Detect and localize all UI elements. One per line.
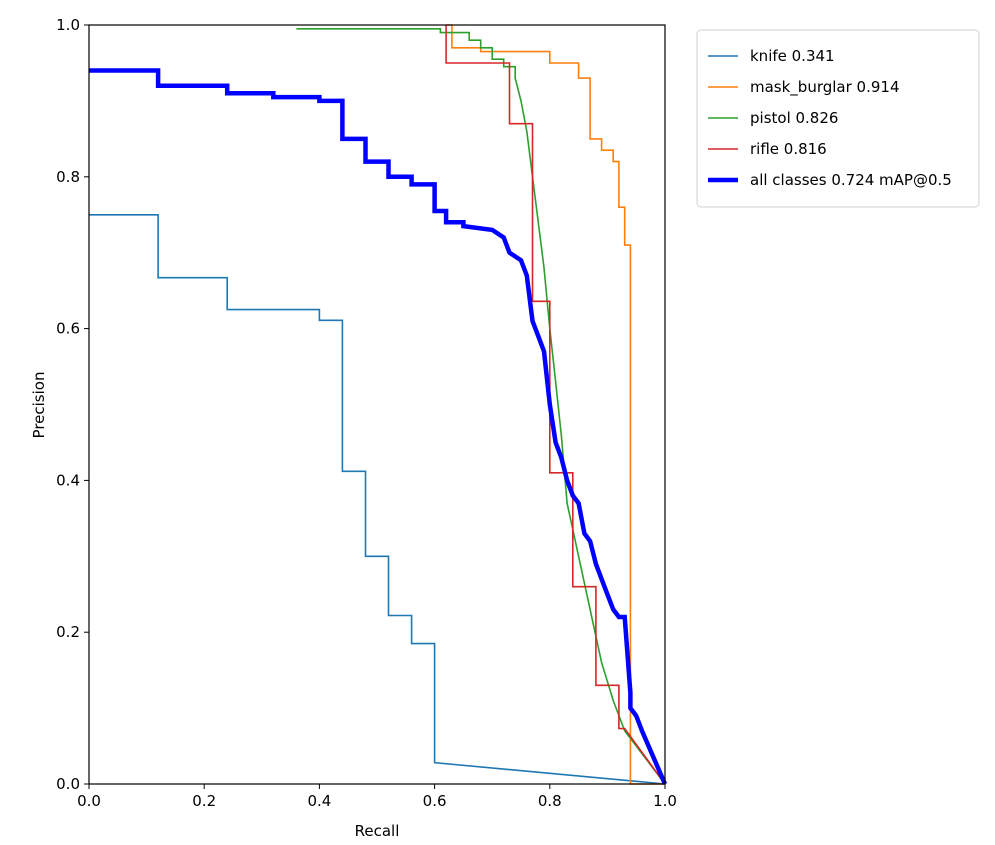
series-line-1 <box>446 24 665 785</box>
x-tick-label: 0.6 <box>423 792 447 810</box>
y-tick-label: 0.0 <box>56 775 80 793</box>
tick-layer: 0.0 0.2 0.4 0.6 0.8 1.0 0.0 0.2 0.4 0.6 0.8 1.0 <box>56 16 677 810</box>
legend-label-4: all classes 0.724 mAP@0.5 <box>750 171 952 189</box>
y-tick-label: 0.6 <box>56 320 80 338</box>
y-tick-label: 0.4 <box>56 471 80 489</box>
legend-label-2: pistol 0.826 <box>750 109 838 127</box>
legend: knife 0.341 mask_burglar 0.914 pistol 0.82… <box>696 29 980 208</box>
series-line-0 <box>89 214 666 785</box>
series-layer <box>89 24 668 785</box>
x-tick-label: 0.8 <box>538 792 562 810</box>
x-tick-label: 1.0 <box>653 792 677 810</box>
x-tick-label: 0.0 <box>77 792 101 810</box>
legend-label-3: rifle 0.816 <box>750 140 827 158</box>
plot-frame <box>88 24 666 785</box>
y-tick-label: 1.0 <box>56 16 80 34</box>
legend-label-1: mask_burglar 0.914 <box>750 78 900 97</box>
series-line-4 <box>89 68 668 785</box>
legend-label-0: knife 0.341 <box>750 47 835 65</box>
y-tick-label: 0.2 <box>56 623 80 641</box>
x-tick-label: 0.4 <box>307 792 331 810</box>
y-axis-title: Precision <box>30 372 48 439</box>
x-tick-label: 0.2 <box>192 792 216 810</box>
series-line-3 <box>445 25 666 785</box>
legend-box <box>696 29 980 208</box>
series-line-2 <box>296 27 666 785</box>
x-axis-title: Recall <box>355 822 400 840</box>
y-tick-label: 0.8 <box>56 168 80 186</box>
